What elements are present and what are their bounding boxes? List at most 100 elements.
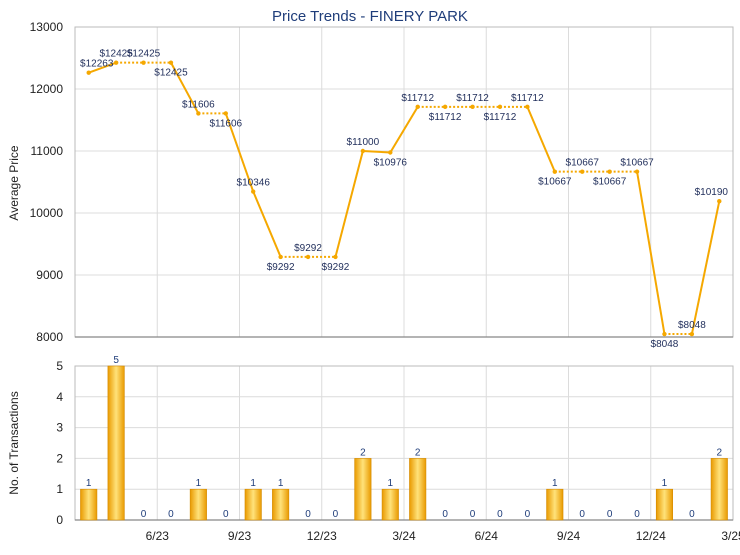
x-tick-label: 6/24 [475, 529, 499, 543]
transaction-count-label: 1 [662, 478, 668, 489]
price-data-label: $12425 [127, 49, 161, 60]
transaction-count-label: 0 [442, 509, 448, 520]
price-line-segment [224, 113, 255, 192]
price-data-label: $10667 [593, 177, 627, 188]
transaction-bar [710, 458, 728, 521]
transactions-y-tick-label: 2 [56, 451, 63, 465]
price-data-label: $11712 [429, 112, 462, 123]
transaction-count-label: 5 [113, 355, 119, 366]
price-point [662, 331, 667, 337]
x-tick-label: 12/23 [307, 529, 337, 543]
price-y-axis-title: Average Price [7, 145, 21, 220]
price-y-tick-label: 10000 [30, 206, 64, 220]
price-data-label: $10190 [695, 187, 729, 198]
price-point [525, 104, 530, 110]
price-point [470, 104, 475, 110]
price-line-segment [252, 191, 282, 258]
transactions-y-tick-label: 5 [56, 359, 63, 373]
price-point [497, 104, 503, 110]
transaction-count-label: 2 [415, 447, 421, 458]
transaction-count-label: 0 [607, 509, 613, 520]
transaction-count-label: 2 [360, 447, 366, 458]
transaction-count-label: 1 [388, 478, 394, 489]
price-point [86, 70, 91, 75]
price-data-label: $8048 [678, 320, 706, 331]
transaction-count-label: 0 [141, 509, 147, 520]
x-tick-label: 3/25 [721, 529, 740, 543]
price-line-segment [636, 171, 666, 335]
transaction-count-label: 1 [278, 478, 284, 489]
price-data-label: $12425 [99, 49, 133, 60]
price-point [689, 331, 695, 337]
price-data-label: $10667 [538, 177, 572, 188]
price-line-segment [170, 62, 200, 114]
price-line-segment [526, 106, 556, 173]
price-point [305, 254, 311, 260]
transaction-count-label: 2 [717, 447, 723, 458]
price-point [360, 148, 366, 154]
transaction-count-label: 0 [223, 509, 229, 520]
price-line-segment [88, 61, 117, 74]
price-point [717, 199, 722, 204]
transaction-count-label: 0 [634, 509, 640, 520]
transaction-count-label: 0 [689, 509, 695, 520]
price-point [634, 169, 640, 174]
price-data-label: $12425 [154, 68, 188, 79]
price-data-label: $10667 [620, 158, 654, 169]
price-point [552, 169, 557, 174]
transaction-bar [546, 488, 564, 521]
transaction-count-label: 0 [497, 509, 503, 520]
price-line-segment [362, 150, 391, 154]
transactions-y-tick-label: 4 [56, 390, 63, 404]
price-data-label: $10667 [566, 158, 600, 169]
price-grid: 8000 9000 10000 11000 12000 13000 [30, 20, 734, 344]
transaction-bar [107, 365, 125, 521]
price-data-label: $10976 [374, 157, 408, 168]
price-point [607, 169, 612, 174]
transaction-bar [272, 488, 290, 521]
chart-title: Price Trends - FINERY PARK [272, 8, 468, 25]
transaction-count-label: 0 [333, 509, 339, 520]
price-line-segment [690, 201, 721, 335]
price-data-label: $9292 [294, 243, 322, 254]
price-point [113, 60, 119, 65]
transaction-count-label: 0 [579, 509, 585, 520]
price-data-label: $11712 [484, 112, 517, 123]
price-y-tick-label: 8000 [36, 330, 63, 344]
price-data-label: $10346 [237, 178, 271, 189]
transaction-count-label: 0 [470, 509, 476, 520]
price-y-tick-label: 12000 [30, 82, 64, 96]
x-tick-label: 9/23 [228, 529, 252, 543]
transaction-bar [244, 488, 262, 521]
price-data-label: $11712 [511, 93, 544, 104]
price-data-label: $11606 [209, 118, 242, 129]
x-tick-label: 6/23 [146, 529, 170, 543]
price-data-label: $11712 [401, 93, 434, 104]
transaction-bar [354, 458, 372, 521]
transactions-y-axis-title: No. of Transactions [7, 391, 21, 494]
transaction-count-label: 0 [305, 509, 311, 520]
price-point [333, 254, 338, 260]
price-series: $12263$12425$12425$12425$11606$11606$103… [80, 49, 728, 350]
transactions-y-tick-label: 3 [56, 421, 63, 435]
x-tick-label: 12/24 [636, 529, 666, 543]
price-data-label: $11000 [347, 137, 380, 148]
price-point [388, 150, 393, 155]
price-point [141, 60, 146, 65]
transaction-count-label: 0 [168, 509, 174, 520]
price-y-tick-label: 9000 [36, 268, 63, 282]
price-y-tick-label: 13000 [30, 20, 64, 34]
transactions-y-tick-label: 1 [56, 482, 63, 496]
x-tick-label: 3/24 [392, 529, 416, 543]
price-line-segment [389, 106, 419, 154]
price-y-tick-label: 11000 [31, 144, 64, 158]
price-data-label: $11606 [182, 99, 215, 110]
price-data-label: $8048 [651, 339, 679, 350]
transaction-bar [655, 488, 673, 521]
price-point [168, 60, 174, 65]
transactions-series: 1 5 0 0 1 0 1 1 0 0 2 1 2 0 0 0 0 1 0 0 0 1 0 2 [80, 355, 728, 521]
price-data-label: $9292 [267, 262, 295, 273]
transaction-count-label: 1 [250, 478, 256, 489]
price-point [196, 111, 201, 116]
